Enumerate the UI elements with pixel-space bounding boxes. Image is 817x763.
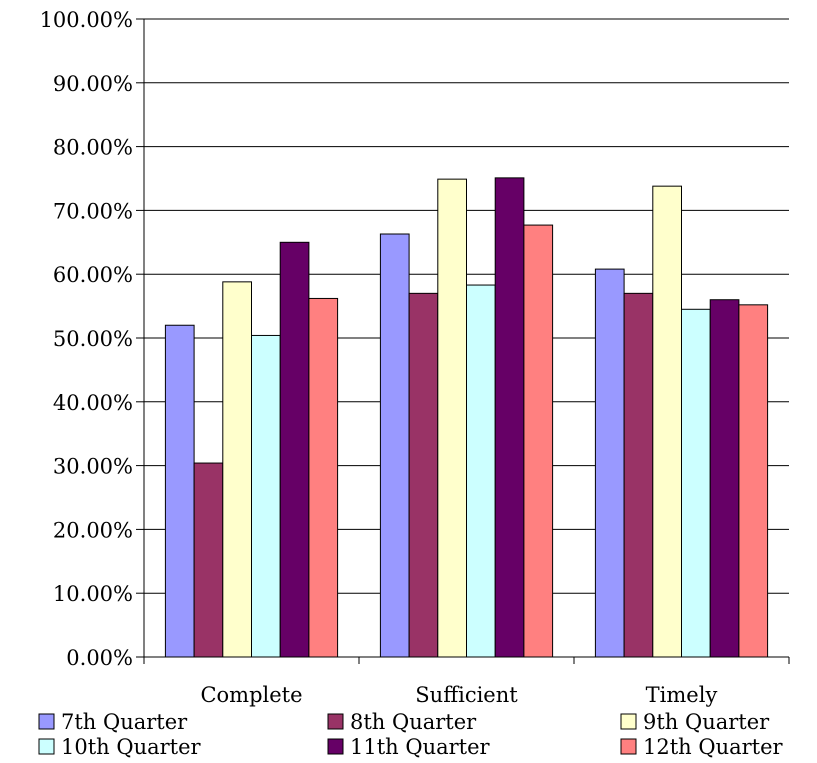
y-axis-tick-label: 100.00% bbox=[40, 8, 133, 32]
legend-swatch bbox=[620, 713, 637, 730]
bar bbox=[251, 334, 281, 658]
bar bbox=[408, 292, 439, 658]
axes bbox=[136, 18, 790, 664]
bar bbox=[437, 178, 467, 658]
bar bbox=[594, 268, 625, 658]
bar bbox=[279, 241, 310, 658]
bar bbox=[494, 177, 525, 658]
x-axis-category-label: Complete bbox=[200, 683, 302, 707]
y-axis-tick-labels: 0.00% 10.00% 20.00% 30.00% 40.00% 50.00% 60.00… bbox=[40, 8, 133, 670]
y-axis-tick-label: 30.00% bbox=[53, 455, 133, 479]
bar bbox=[466, 284, 496, 658]
legend-label: 8th Quarter bbox=[350, 710, 477, 734]
y-axis-tick-label: 60.00% bbox=[53, 263, 133, 287]
bar bbox=[623, 292, 654, 658]
x-axis-category-labels: Complete Sufficient Timely bbox=[200, 683, 717, 707]
x-axis-category-label: Sufficient bbox=[415, 683, 518, 707]
bar bbox=[222, 281, 253, 658]
legend-label: 12th Quarter bbox=[643, 735, 784, 759]
legend-swatch bbox=[38, 713, 55, 730]
bar bbox=[652, 185, 682, 658]
legend-label: 11th Quarter bbox=[350, 735, 491, 759]
y-axis-tick-label: 90.00% bbox=[53, 72, 133, 96]
bars bbox=[164, 177, 769, 658]
bar bbox=[193, 462, 224, 658]
y-axis-tick-label: 50.00% bbox=[53, 327, 133, 351]
y-axis-tick-label: 10.00% bbox=[53, 582, 133, 606]
bar bbox=[681, 308, 711, 658]
bar bbox=[164, 324, 195, 658]
legend-swatch bbox=[327, 713, 344, 730]
bar bbox=[738, 304, 769, 658]
legend-label: 7th Quarter bbox=[61, 710, 188, 734]
legend-swatch bbox=[327, 738, 344, 755]
legend-label: 10th Quarter bbox=[61, 735, 202, 759]
legend: 7th Quarter 8th Quarter 9th Quarter 10th Qu… bbox=[38, 710, 784, 759]
bar bbox=[523, 224, 554, 658]
y-axis-tick-label: 20.00% bbox=[53, 518, 133, 542]
y-axis-tick-label: 70.00% bbox=[53, 199, 133, 223]
legend-swatch bbox=[38, 738, 55, 755]
bar bbox=[379, 233, 410, 658]
legend-label: 9th Quarter bbox=[643, 710, 770, 734]
legend-swatch bbox=[620, 738, 637, 755]
y-axis-tick-label: 40.00% bbox=[53, 391, 133, 415]
y-axis-tick-label: 80.00% bbox=[53, 136, 133, 160]
y-axis-tick-label: 0.00% bbox=[66, 646, 133, 670]
x-axis-category-label: Timely bbox=[646, 683, 718, 707]
bar bbox=[308, 297, 339, 658]
bar bbox=[709, 299, 740, 658]
